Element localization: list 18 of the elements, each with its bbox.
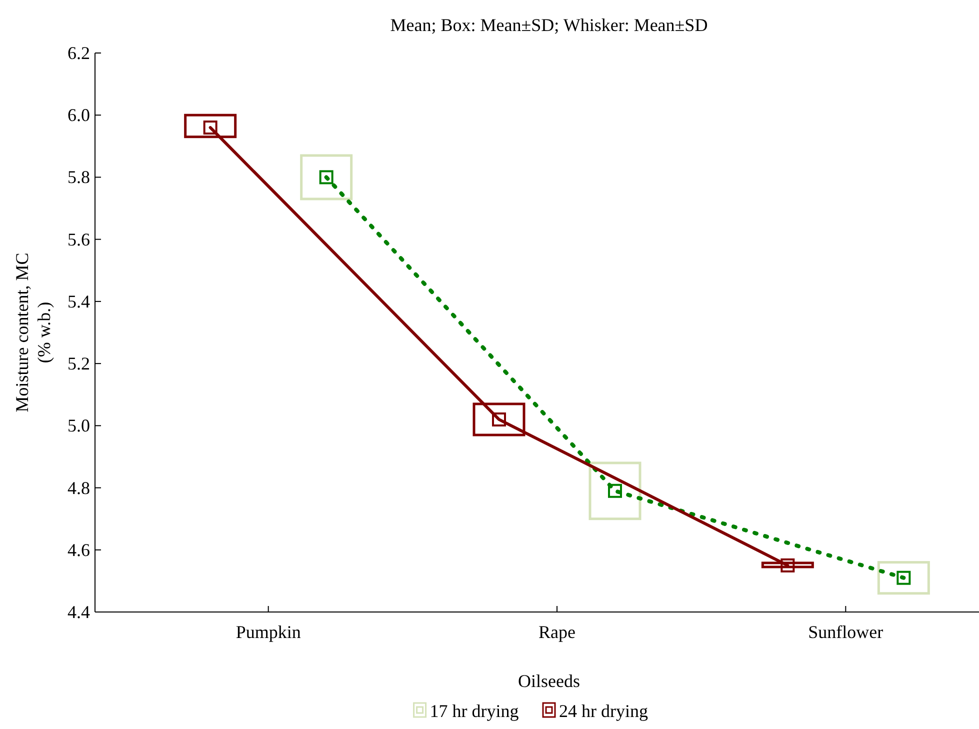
y-tick-label: 6.0 xyxy=(68,105,90,126)
y-tick-label: 4.8 xyxy=(68,478,90,498)
legend-label: 17 hr drying xyxy=(430,701,519,721)
y-tick-label: 5.2 xyxy=(68,354,90,374)
y-axis-title: Moisture content, MC (% w.b.) xyxy=(12,252,54,412)
y-tick-label: 5.4 xyxy=(68,291,90,312)
y-tick-label: 4.6 xyxy=(68,540,90,560)
x-tick-label: Sunflower xyxy=(808,622,884,642)
y-tick-label: 5.0 xyxy=(68,416,90,436)
x-tick-label: Rape xyxy=(538,622,576,642)
chart-title: Mean; Box: Mean±SD; Whisker: Mean±SD xyxy=(390,15,708,35)
x-tick-label: Pumpkin xyxy=(236,622,301,642)
y-tick-label: 5.6 xyxy=(68,229,90,250)
x-axis-title: Oilseeds xyxy=(518,671,580,691)
y-tick-label: 5.8 xyxy=(68,167,90,188)
legend-label: 24 hr drying xyxy=(559,701,648,721)
y-tick-label: 6.2 xyxy=(68,43,90,63)
y-tick-label: 4.4 xyxy=(68,602,90,622)
